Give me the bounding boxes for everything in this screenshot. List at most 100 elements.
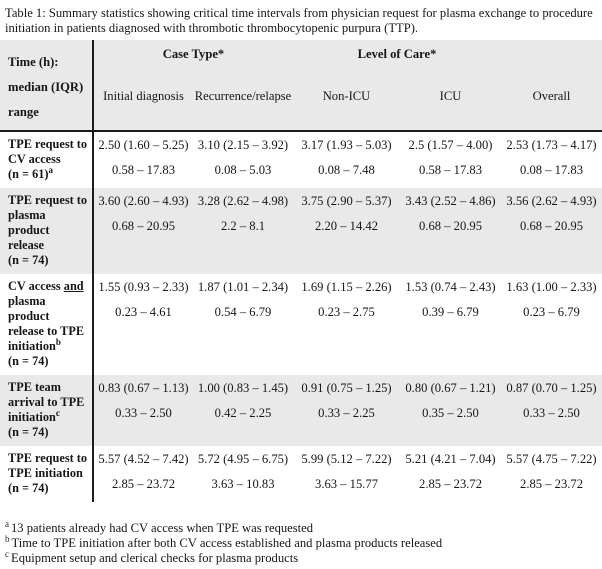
footnote-text: Equipment setup and clerical checks for …: [11, 551, 299, 566]
median-iqr-value: 3.60 (2.60 – 4.93): [98, 194, 189, 208]
row-label-text: initiation: [8, 410, 56, 424]
table-cell: 0.91 (0.75 – 1.25) 0.33 – 2.25: [293, 375, 400, 446]
row-label-line: CV access and: [8, 279, 90, 294]
row-label: TPE request to TPE initiation (n = 74): [0, 446, 94, 502]
time-header-line: median (IQR): [8, 80, 84, 94]
median-iqr-value: 2.53 (1.73 – 4.17): [506, 138, 597, 152]
row-label: CV access and plasma product release to …: [0, 274, 94, 375]
column-header-initial-diagnosis: Initial diagnosis: [93, 87, 193, 132]
range-value: 0.08 – 17.83: [520, 163, 583, 177]
footnote-b: b Time to TPE initiation after both CV ac…: [5, 534, 602, 551]
range-value: 0.39 – 6.79: [422, 305, 479, 319]
range-value: 2.20 – 14.42: [315, 219, 378, 233]
median-iqr-value: 5.57 (4.75 – 7.22): [506, 452, 597, 466]
table-cell: 5.72 (4.95 – 6.75) 3.63 – 10.83: [193, 446, 293, 502]
range-value: 0.33 – 2.25: [318, 406, 375, 420]
footnote-marker: a: [5, 518, 9, 529]
footnote-c: c Equipment setup and clerical checks for…: [5, 549, 602, 566]
median-iqr-value: 3.17 (1.93 – 5.03): [301, 138, 392, 152]
column-header-non-icu: Non-ICU: [293, 87, 400, 132]
footnote-marker: a: [48, 164, 53, 175]
row-label-line: initiationc: [8, 407, 90, 425]
row-label-line: TPE team: [8, 380, 61, 394]
row-label-line: TPE request to: [8, 193, 88, 207]
range-value: 0.33 – 2.50: [523, 406, 580, 420]
footnote-marker: c: [5, 549, 9, 560]
table-cell: 3.43 (2.52 – 4.86) 0.68 – 20.95: [400, 188, 501, 274]
table-cell: 5.57 (4.52 – 7.42) 2.85 – 23.72: [93, 446, 193, 502]
footnote-a: a 13 patients already had CV access when …: [5, 518, 602, 536]
row-label-line: arrival to TPE: [8, 395, 85, 409]
range-value: 0.23 – 6.79: [523, 305, 580, 319]
table-caption-line: Table 1: Summary statistics showing crit…: [5, 6, 593, 20]
median-iqr-value: 1.53 (0.74 – 2.43): [405, 280, 496, 294]
header-group-row: Time (h): median (IQR) range Case Type* …: [0, 40, 602, 132]
median-iqr-value: 3.28 (2.62 – 4.98): [197, 194, 289, 208]
header-sub-row: Initial diagnosis Recurrence/relapse Non…: [0, 87, 602, 132]
footnote-significance: *No group comparisons were significant a…: [5, 567, 602, 569]
time-column-header: Time (h): median (IQR) range: [0, 40, 94, 132]
table-cell: 1.63 (1.00 – 2.33) 0.23 – 6.79: [501, 274, 602, 375]
table-cell: 1.87 (1.01 – 2.34) 0.54 – 6.79: [193, 274, 293, 375]
table-cell: 3.75 (2.90 – 5.37) 2.20 – 14.42: [293, 188, 400, 274]
median-iqr-value: 1.63 (1.00 – 2.33): [506, 280, 597, 294]
range-value: 0.58 – 17.83: [112, 163, 175, 177]
median-iqr-value: 2.5 (1.57 – 4.00): [408, 138, 493, 152]
footnote-marker: b: [5, 534, 10, 545]
table-cell: 2.50 (1.60 – 5.25) 0.58 – 17.83: [93, 131, 193, 188]
median-iqr-value: 1.69 (1.15 – 2.26): [301, 280, 392, 294]
table-cell: 0.87 (0.70 – 1.25) 0.33 – 2.50: [501, 375, 602, 446]
table-cell: 0.80 (0.67 – 1.21) 0.35 – 2.50: [400, 375, 501, 446]
row-label-line: (n = 74): [8, 481, 49, 495]
range-value: 2.85 – 23.72: [112, 477, 175, 491]
range-value: 0.68 – 20.95: [520, 219, 583, 233]
table-cell: 3.56 (2.62 – 4.93) 0.68 – 20.95: [501, 188, 602, 274]
column-header-recurrence-relapse: Recurrence/relapse: [193, 87, 293, 132]
table-caption-line: initiation in patients diagnosed with th…: [5, 21, 419, 35]
range-value: 0.33 – 2.50: [115, 406, 172, 420]
table-cell: 3.60 (2.60 – 4.93) 0.68 – 20.95: [93, 188, 193, 274]
footnote-text: 13 patients already had CV access when T…: [11, 521, 314, 535]
row-label-line: release: [8, 238, 44, 252]
row-label-line: TPE initiation: [8, 466, 83, 480]
range-value: 2.2 – 8.1: [220, 219, 266, 233]
range-value: 0.23 – 2.75: [318, 305, 375, 319]
median-iqr-value: 1.55 (0.93 – 2.33): [98, 280, 189, 294]
range-value: 3.63 – 10.83: [211, 477, 275, 491]
median-iqr-value: 1.87 (1.01 – 2.34): [197, 280, 289, 294]
row-label-n: (n = 61): [8, 167, 49, 181]
median-iqr-value: 3.43 (2.52 – 4.86): [405, 194, 496, 208]
footnote-marker: b: [55, 336, 61, 347]
table-caption: Table 1: Summary statistics showing crit…: [0, 0, 602, 36]
range-value: 0.42 – 2.25: [214, 406, 272, 420]
time-header-line: Time (h):: [8, 55, 59, 69]
table-cell: 2.5 (1.57 – 4.00) 0.58 – 17.83: [400, 131, 501, 188]
table-body: TPE request to CV access (n = 61)a 2.50 …: [0, 131, 602, 502]
row-label-line: CV access: [8, 152, 61, 166]
median-iqr-value: 3.75 (2.90 – 5.37): [301, 194, 392, 208]
range-value: 0.54 – 6.79: [214, 305, 272, 319]
table-cell: 1.00 (0.83 – 1.45) 0.42 – 2.25: [193, 375, 293, 446]
table-row-cv-access-and-release-to-tpe-initiation: CV access and plasma product release to …: [0, 274, 602, 375]
case-type-group-header: Case Type*: [93, 40, 293, 88]
table-cell: 5.57 (4.75 – 7.22) 2.85 – 23.72: [501, 446, 602, 502]
table-row-tpe-request-to-plasma-product-release: TPE request to plasma product release (n…: [0, 188, 602, 274]
median-iqr-value: 1.00 (0.83 – 1.45): [197, 381, 289, 395]
row-label: TPE request to plasma product release (n…: [0, 188, 94, 274]
table-cell: 0.83 (0.67 – 1.13) 0.33 – 2.50: [93, 375, 193, 446]
range-value: 0.23 – 4.61: [115, 305, 172, 319]
median-iqr-value: 0.91 (0.75 – 1.25): [301, 381, 392, 395]
median-iqr-value: 0.87 (0.70 – 1.25): [506, 381, 597, 395]
median-iqr-value: 5.72 (4.95 – 6.75): [197, 452, 289, 466]
range-value: 0.68 – 20.95: [112, 219, 175, 233]
row-label-text: initiation: [8, 339, 56, 353]
footnote-marker: c: [55, 407, 60, 418]
table-row-tpe-request-to-tpe-initiation: TPE request to TPE initiation (n = 74) 5…: [0, 446, 602, 502]
table-row-tpe-request-to-cv-access: TPE request to CV access (n = 61)a 2.50 …: [0, 131, 602, 188]
row-label-line: TPE request to: [8, 137, 88, 151]
row-label-line: (n = 74): [8, 354, 49, 368]
range-value: 2.85 – 23.72: [419, 477, 482, 491]
table-cell: 2.53 (1.73 – 4.17) 0.08 – 17.83: [501, 131, 602, 188]
range-value: 0.68 – 20.95: [419, 219, 482, 233]
